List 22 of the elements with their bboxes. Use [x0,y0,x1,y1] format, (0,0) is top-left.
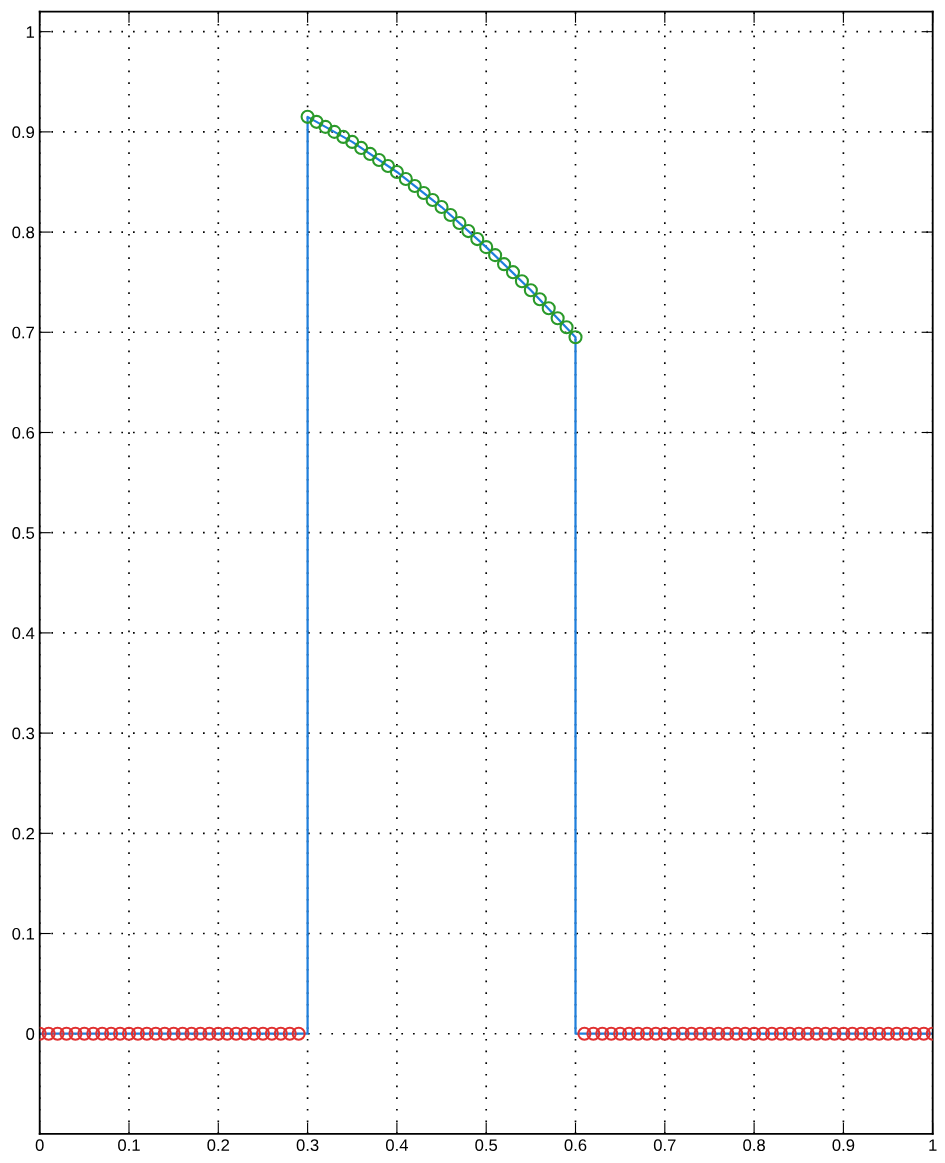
y-tick-label: 0.4 [12,627,35,640]
x-tick-label: 1 [929,1139,937,1151]
y-tick-label: 0.2 [12,827,34,840]
x-tick-label: 0.8 [743,1139,765,1152]
y-tick-label: 0.8 [12,226,35,239]
y-tick-label: 0.3 [12,727,35,740]
y-tick-label: 0.6 [12,426,35,439]
x-tick-label: 0.9 [832,1139,855,1152]
x-tick-label: 0.3 [296,1139,319,1152]
y-tick-label: 0.5 [12,527,35,539]
x-tick-label: 0.5 [475,1139,498,1152]
y-tick-label: 0.7 [12,326,34,339]
y-tick-label: 0.1 [12,927,35,940]
x-tick-label: 0.2 [207,1139,230,1152]
x-tick-label: 0.6 [564,1139,587,1152]
y-tick-label: 0.9 [12,126,35,139]
x-tick-label: 0.7 [653,1139,676,1152]
x-tick-label: 0 [35,1139,44,1152]
y-tick-label: 0 [26,1028,35,1040]
y-tick-label: 1 [26,26,35,38]
x-tick-label: 0.1 [118,1139,140,1152]
x-tick-label: 0.4 [385,1139,408,1152]
